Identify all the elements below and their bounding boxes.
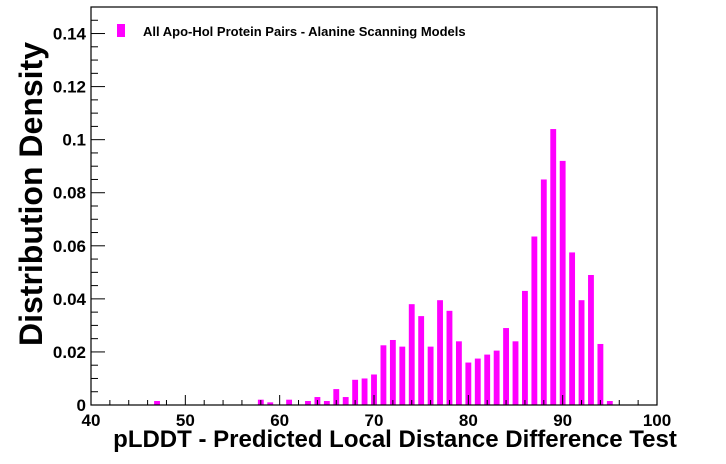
- y-axis-title: Distribution Density: [13, 42, 49, 346]
- histogram-bar: [493, 350, 500, 405]
- histogram-bar: [305, 401, 311, 405]
- x-tick-label: 80: [459, 411, 478, 430]
- y-tick-label: 0.02: [53, 343, 86, 362]
- histogram-bar: [352, 379, 359, 405]
- y-tick-label: 0.04: [53, 290, 87, 309]
- histogram-bar: [389, 339, 396, 405]
- y-tick-label: 0.14: [53, 25, 87, 44]
- histogram-bar: [267, 402, 274, 405]
- x-tick-label: 50: [176, 411, 195, 430]
- histogram-bar: [437, 300, 443, 405]
- histogram-bar: [323, 401, 330, 405]
- histogram-bar: [154, 401, 160, 405]
- ticks-layer: [90, 6, 658, 406]
- y-tick-label: 0: [77, 396, 86, 415]
- histogram-bar: [531, 236, 538, 405]
- histogram-bar: [286, 399, 293, 405]
- y-tick-label: 0.08: [53, 184, 86, 203]
- histogram-bar: [569, 252, 576, 405]
- histogram-bar: [361, 378, 368, 405]
- y-tick-label: 0.06: [53, 237, 86, 256]
- histogram-bar: [408, 304, 415, 405]
- histogram-bar: [578, 300, 585, 405]
- histogram-bar: [455, 341, 462, 405]
- histogram-bar: [427, 346, 434, 405]
- x-tick-label: 40: [82, 411, 101, 430]
- histogram-bar: [550, 129, 557, 406]
- histogram-bar: [597, 343, 604, 405]
- histogram-bar: [540, 179, 547, 405]
- legend-label: All Apo-Hol Protein Pairs - Alanine Scan…: [143, 24, 466, 39]
- histogram-bar: [474, 358, 481, 405]
- histogram-bar: [342, 397, 349, 405]
- histogram-bar: [522, 290, 528, 405]
- tick-labels: 40 50 60 70 80 90 100 0 0.02 0.04 0.06 0.08 0.1 0.12 0…: [53, 25, 671, 430]
- legend: All Apo-Hol Protein Pairs - Alanine Scan…: [117, 24, 466, 39]
- x-tick-label: 60: [270, 411, 289, 430]
- y-tick-label: 0.12: [53, 78, 86, 97]
- histogram-bar: [380, 345, 387, 405]
- histogram-bar: [484, 354, 491, 405]
- bars-layer: [154, 129, 613, 406]
- x-axis-title: pLDDT - Predicted Local Distance Differe…: [113, 426, 677, 453]
- histogram-bar: [418, 316, 425, 405]
- x-tick-label: 90: [553, 411, 572, 430]
- histogram-bar: [606, 401, 613, 405]
- x-tick-label: 100: [643, 411, 671, 430]
- histogram-bar: [446, 310, 453, 405]
- histogram-bar: [512, 341, 519, 405]
- histogram-bar: [371, 374, 377, 405]
- histogram-bar: [399, 346, 406, 405]
- legend-swatch: [117, 24, 125, 37]
- x-tick-label: 70: [365, 411, 384, 430]
- y-tick-label: 0.1: [62, 131, 86, 150]
- histogram-bar: [503, 328, 509, 405]
- histogram-bar: [333, 389, 340, 405]
- histogram-bar: [588, 274, 594, 405]
- histogram-bar: [559, 160, 566, 405]
- histogram-bar: [465, 362, 472, 405]
